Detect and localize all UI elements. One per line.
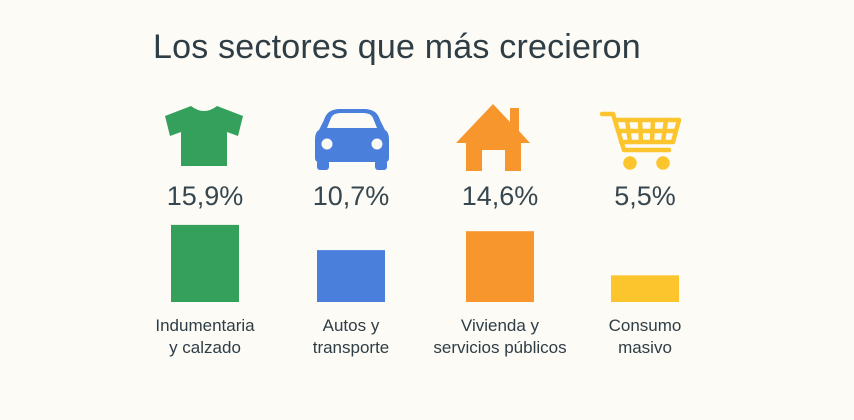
value-labels-group: 15,9% 10,7% 14,6% 5,5%	[167, 181, 676, 211]
category-label-3-line-1: Vivienda y	[461, 316, 540, 335]
value-label-4: 5,5%	[614, 181, 676, 211]
value-label-2: 10,7%	[313, 181, 390, 211]
category-label-1-line-2: y calzado	[169, 338, 241, 357]
bar-2	[317, 250, 385, 302]
chart-title: Los sectores que más crecieron	[153, 28, 641, 66]
tshirt-icon	[165, 106, 243, 166]
value-label-3: 14,6%	[462, 181, 539, 211]
category-label-3-line-2: servicios públicos	[433, 338, 566, 357]
bar-4	[611, 275, 679, 302]
category-label-4-line-2: masivo	[618, 338, 672, 357]
bar-1	[171, 224, 239, 302]
car-icon	[315, 109, 389, 170]
value-label-1: 15,9%	[167, 181, 244, 211]
category-label-4-line-1: Consumo	[609, 316, 682, 335]
category-label-2-line-2: transporte	[313, 338, 390, 357]
shopping-cart-icon	[599, 111, 682, 170]
house-icon	[456, 104, 530, 171]
category-label-1-line-1: Indumentaria	[155, 316, 255, 335]
category-label-2-line-1: Autos y	[323, 316, 380, 335]
bar-3	[466, 231, 534, 302]
category-labels-group: Indumentaria y calzado Autos y transporte Vi…	[155, 316, 681, 357]
bars-group	[171, 224, 679, 302]
